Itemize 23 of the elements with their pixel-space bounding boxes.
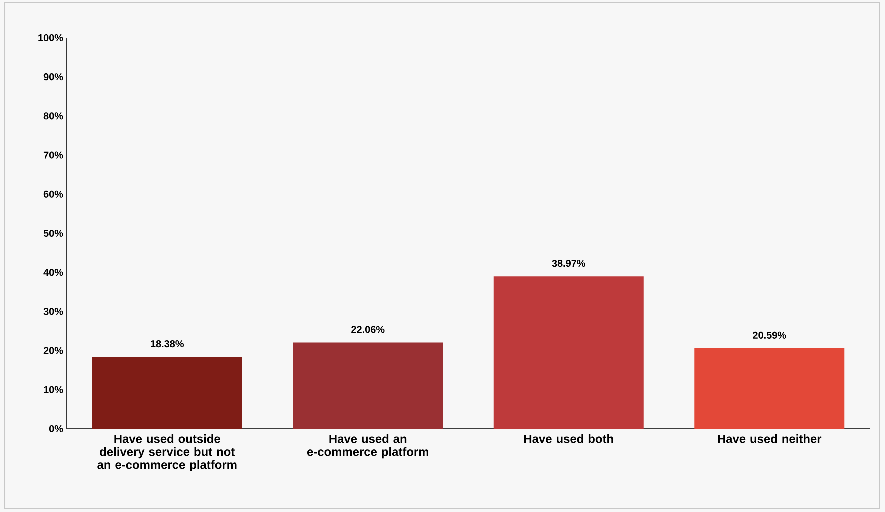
y-tick-label: 10% [44, 386, 64, 394]
y-tick-label: 30% [44, 308, 64, 316]
bar [293, 342, 444, 429]
bar [694, 348, 845, 429]
bar [494, 276, 644, 429]
y-tick-label: 40% [44, 269, 64, 276]
y-tick-label: 20% [44, 347, 64, 354]
data-label: 18.38% [151, 340, 184, 348]
y-tick-label: 0% [49, 425, 64, 433]
data-label: 38.97% [552, 260, 586, 268]
y-tick-label: 100% [38, 34, 64, 42]
x-tick-label: Have used an e-commerce platform [307, 434, 428, 459]
y-tick-label: 90% [44, 74, 64, 81]
data-label: 20.59% [753, 332, 786, 339]
y-tick-label: 70% [44, 152, 64, 159]
x-tick-label: Have used both [524, 434, 614, 444]
data-label: 22.06% [352, 326, 385, 334]
bar [92, 357, 242, 429]
x-tick-label: Have used neither [718, 434, 822, 444]
y-tick-label: 60% [44, 190, 64, 198]
y-tick-label: 50% [44, 230, 64, 238]
x-tick-label: Have used outside delivery service but not an e-commerce platform [98, 434, 237, 472]
y-tick-label: 80% [44, 112, 64, 120]
